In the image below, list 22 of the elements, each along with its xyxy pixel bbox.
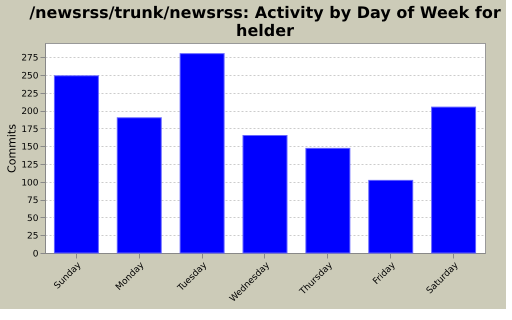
y-tick-label: 275: [21, 54, 38, 64]
bar: [242, 135, 288, 254]
bar: [180, 53, 225, 254]
bar: [54, 75, 99, 254]
text: helder: [236, 21, 294, 40]
y-tick-label: 175: [21, 124, 38, 135]
y-tick-label: 0: [32, 250, 39, 260]
y-tick-label: 100: [21, 178, 39, 188]
y-tick-label: 250: [21, 72, 39, 82]
y-tick-label: 200: [21, 107, 39, 118]
y-tick-label: 25: [27, 232, 38, 242]
y-axis-title: Commits: [5, 124, 18, 173]
y-tick-label: 150: [21, 142, 39, 153]
bar: [116, 117, 162, 254]
bar: [305, 148, 350, 254]
y-tick-label: 125: [21, 160, 38, 171]
y-tick-label: 50: [27, 214, 39, 224]
y-tick-label: 75: [27, 196, 38, 206]
bar: [368, 180, 414, 254]
y-tick-label: 225: [21, 89, 38, 100]
bar: [431, 106, 476, 254]
text: /newsrss/trunk/newsrss: Activity by Day of Week for: [29, 3, 501, 22]
